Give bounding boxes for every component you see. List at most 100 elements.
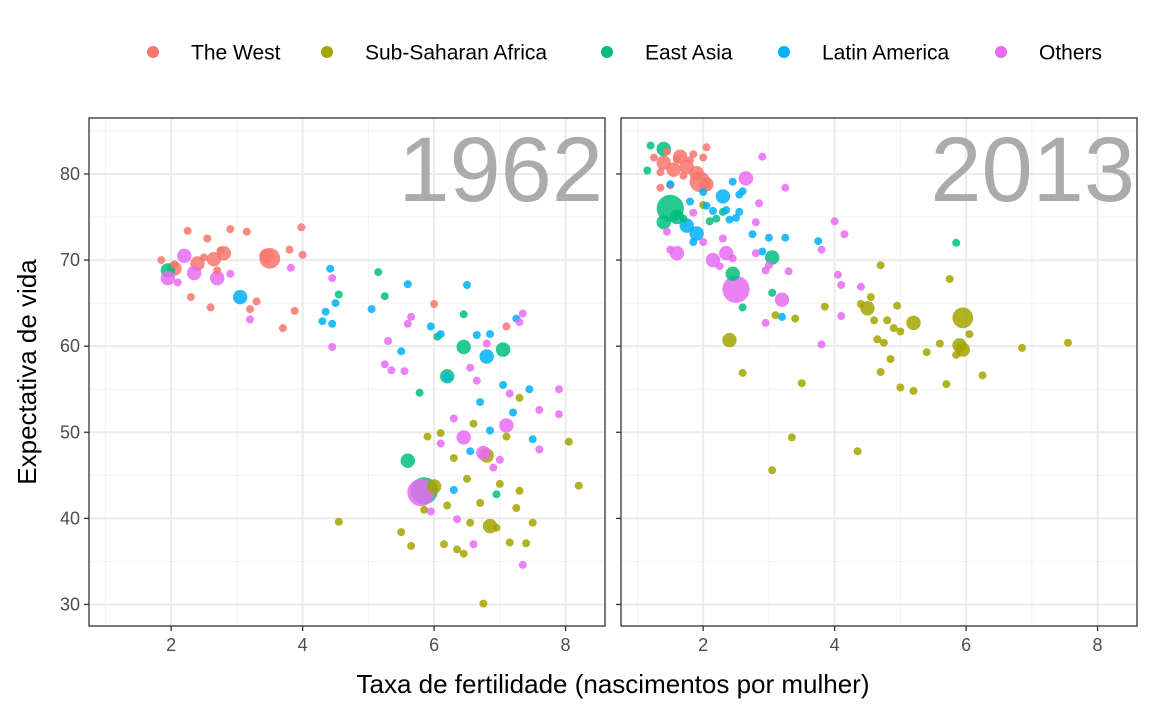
point-east-asia bbox=[725, 266, 740, 281]
point-east-asia bbox=[459, 310, 468, 319]
point-sub-saharan-africa bbox=[853, 447, 862, 456]
point-east-asia bbox=[380, 292, 389, 301]
point-latin-america bbox=[666, 180, 675, 189]
point-east-asia bbox=[952, 238, 961, 247]
point-sub-saharan-africa bbox=[564, 437, 573, 446]
point-sub-saharan-africa bbox=[856, 300, 865, 308]
point-east-asia bbox=[374, 268, 383, 277]
y-tick-label: 80 bbox=[60, 164, 80, 184]
point-others bbox=[286, 263, 295, 272]
point-sub-saharan-africa bbox=[978, 371, 987, 380]
point-sub-saharan-africa bbox=[797, 379, 806, 388]
point-sub-saharan-africa bbox=[722, 332, 737, 348]
point-latin-america bbox=[689, 226, 704, 241]
point-latin-america bbox=[738, 187, 747, 196]
point-the-west bbox=[226, 225, 235, 234]
point-east-asia bbox=[646, 141, 655, 150]
y-tick-label: 50 bbox=[60, 422, 80, 442]
x-tick-label: 8 bbox=[1093, 635, 1103, 655]
point-the-west bbox=[290, 306, 299, 315]
point-sub-saharan-africa bbox=[883, 316, 892, 325]
point-latin-america bbox=[466, 447, 475, 456]
legend-label: Sub-Saharan Africa bbox=[365, 42, 547, 65]
point-others bbox=[505, 389, 514, 398]
point-the-west bbox=[699, 177, 714, 192]
point-others bbox=[453, 515, 462, 524]
point-sub-saharan-africa bbox=[495, 479, 504, 488]
legend-item-east-asia: East Asia bbox=[601, 42, 733, 65]
legend-key bbox=[601, 46, 613, 58]
point-latin-america bbox=[509, 408, 517, 417]
point-east-asia bbox=[492, 490, 501, 499]
point-the-west bbox=[702, 143, 711, 152]
point-others bbox=[856, 282, 865, 291]
legend-key bbox=[778, 46, 790, 58]
point-others bbox=[210, 270, 225, 286]
point-latin-america bbox=[814, 237, 823, 246]
point-the-west bbox=[686, 156, 694, 165]
point-others bbox=[489, 463, 498, 472]
point-sub-saharan-africa bbox=[515, 393, 524, 402]
x-tick-label: 4 bbox=[298, 635, 308, 655]
point-sub-saharan-africa bbox=[574, 481, 583, 490]
point-sub-saharan-africa bbox=[512, 504, 521, 512]
point-latin-america bbox=[479, 349, 494, 364]
point-others bbox=[764, 261, 773, 270]
point-others bbox=[722, 275, 750, 303]
point-east-asia bbox=[738, 303, 747, 312]
point-others bbox=[663, 227, 671, 236]
point-east-asia bbox=[768, 288, 777, 297]
point-sub-saharan-africa bbox=[479, 599, 488, 608]
point-sub-saharan-africa bbox=[952, 307, 974, 329]
point-latin-america bbox=[443, 373, 452, 382]
legend-item-latin-america: Latin America bbox=[778, 42, 950, 65]
point-sub-saharan-africa bbox=[942, 380, 951, 389]
point-others bbox=[774, 292, 790, 307]
point-others bbox=[472, 376, 481, 385]
point-sub-saharan-africa bbox=[893, 301, 902, 310]
point-others bbox=[840, 230, 849, 239]
point-latin-america bbox=[426, 322, 435, 331]
point-latin-america bbox=[528, 435, 537, 444]
point-sub-saharan-africa bbox=[1018, 343, 1026, 352]
point-others bbox=[380, 360, 389, 369]
point-the-west bbox=[649, 153, 658, 162]
x-tick-label: 6 bbox=[961, 635, 971, 655]
point-sub-saharan-africa bbox=[466, 518, 475, 527]
point-others bbox=[555, 385, 563, 394]
point-the-west bbox=[502, 322, 511, 331]
point-east-asia bbox=[400, 453, 415, 468]
point-latin-america bbox=[778, 312, 786, 321]
point-the-west bbox=[183, 226, 192, 235]
point-latin-america bbox=[397, 347, 406, 356]
legend-label: Others bbox=[1039, 42, 1102, 65]
point-others bbox=[469, 540, 478, 549]
point-the-west bbox=[206, 303, 215, 312]
point-others bbox=[518, 309, 527, 318]
point-others bbox=[426, 507, 435, 516]
point-sub-saharan-africa bbox=[906, 315, 921, 331]
point-latin-america bbox=[702, 201, 711, 210]
point-the-west bbox=[252, 297, 261, 306]
point-others bbox=[784, 267, 793, 276]
point-east-asia bbox=[679, 214, 688, 223]
point-the-west bbox=[699, 153, 708, 162]
point-the-west bbox=[259, 248, 274, 263]
point-the-west bbox=[689, 165, 704, 181]
legend-label: The West bbox=[191, 42, 281, 65]
point-others bbox=[384, 337, 393, 345]
x-axis-title: Taxa de fertilidade (nascimentos por mul… bbox=[356, 669, 869, 699]
point-the-west bbox=[186, 293, 195, 302]
point-others bbox=[555, 410, 563, 419]
point-others bbox=[715, 262, 724, 271]
legend-label: East Asia bbox=[645, 42, 733, 65]
point-sub-saharan-africa bbox=[896, 327, 905, 336]
point-the-west bbox=[157, 256, 166, 265]
x-tick-label: 8 bbox=[561, 635, 571, 655]
point-others bbox=[699, 238, 708, 246]
point-sub-saharan-africa bbox=[436, 429, 445, 438]
panel-border bbox=[620, 117, 1138, 627]
point-sub-saharan-africa bbox=[935, 339, 944, 348]
point-latin-america bbox=[781, 233, 790, 242]
